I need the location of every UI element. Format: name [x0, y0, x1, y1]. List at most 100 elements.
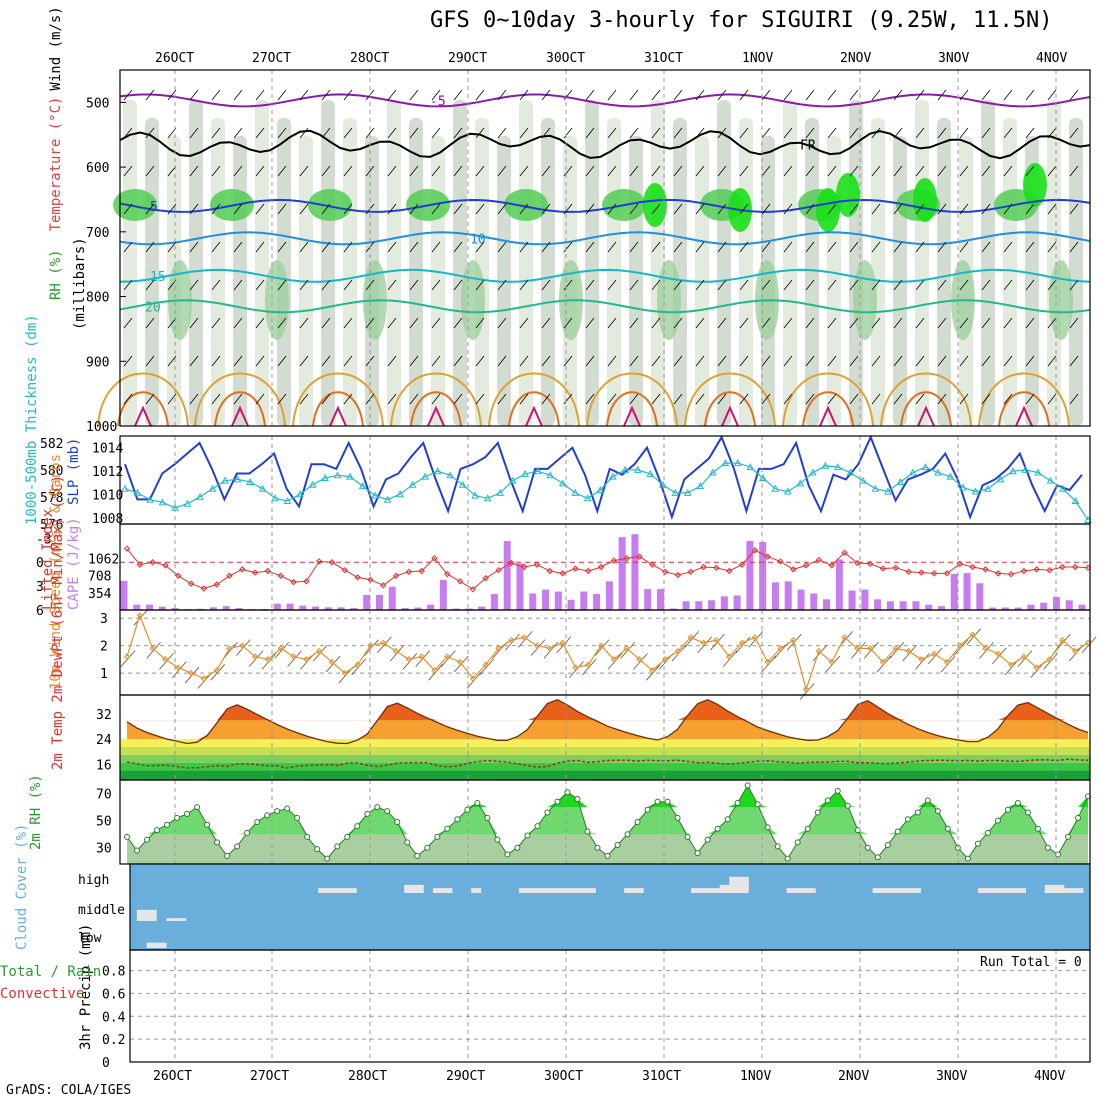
wind-point	[790, 636, 797, 644]
rh-column	[1003, 118, 1017, 426]
thickness-point	[496, 488, 505, 496]
cape-bar	[925, 604, 933, 610]
wind-barb	[915, 279, 925, 291]
wind-barb	[475, 89, 485, 101]
cape-bar	[1027, 604, 1035, 610]
thickness-point	[571, 488, 580, 496]
wind-barb	[695, 203, 705, 215]
wind-barb	[871, 355, 881, 367]
wind-tick: 3	[100, 612, 108, 627]
cloud-bar-high	[585, 888, 596, 893]
wind-barb	[893, 279, 903, 291]
wind-barb	[585, 317, 595, 329]
cape-bar	[503, 541, 511, 610]
wind-barb	[805, 317, 815, 329]
wind-barb	[145, 89, 155, 101]
wind-barb	[739, 279, 749, 291]
wind-barb	[299, 127, 309, 139]
wind-barb	[629, 127, 639, 139]
cape-bar	[682, 601, 690, 610]
rh-fill-high	[127, 785, 1088, 808]
wind-barb	[893, 89, 903, 101]
wind-barb	[739, 241, 749, 253]
wind-point	[866, 645, 874, 652]
wind-barb	[739, 393, 749, 405]
rh-point	[904, 816, 911, 823]
wind-barb	[893, 241, 903, 253]
wind-barb	[167, 393, 177, 405]
thickness-point	[896, 477, 905, 486]
wind-barb	[189, 241, 199, 253]
isotherm-25	[782, 372, 874, 427]
wind-barb	[277, 355, 287, 367]
wind-barb	[673, 393, 683, 405]
dewpoint-series	[126, 758, 1089, 769]
cloud-bar-high	[1044, 884, 1055, 893]
slp-tick: 1010	[92, 489, 123, 504]
wind-barb	[1025, 393, 1035, 405]
rh-column	[255, 100, 269, 426]
rh-point	[534, 823, 541, 830]
rh-point	[884, 842, 891, 849]
wind-barb	[739, 165, 749, 177]
wind-barb	[189, 89, 199, 101]
cloud-bar-high	[1063, 888, 1074, 893]
wind-barb	[981, 241, 991, 253]
cape-bar	[427, 604, 435, 610]
cloud-bar-high	[796, 888, 807, 893]
wind-barb	[1025, 89, 1035, 101]
wind-barb	[959, 393, 969, 405]
wind-barb	[189, 317, 199, 329]
cape-bar	[669, 608, 677, 610]
wind-barb	[475, 127, 485, 139]
thickness-point	[208, 484, 217, 492]
wind-point	[969, 631, 976, 638]
cloud-bar-high	[910, 888, 921, 893]
wind-barb	[387, 393, 397, 405]
wind-barb	[475, 393, 485, 405]
precip-tick: 0.6	[102, 987, 125, 1002]
wind-barb	[387, 279, 397, 291]
cloud-bar-high	[528, 888, 539, 893]
wind-barb	[739, 203, 749, 215]
wind-barb	[761, 279, 771, 291]
wind-point	[123, 653, 131, 660]
bottom-date-label: 27OCT	[250, 1069, 289, 1084]
upper-ytick: 500	[86, 96, 109, 111]
rh-point	[414, 852, 421, 859]
wind-barb	[959, 317, 969, 329]
wind-point	[239, 642, 246, 649]
wind-barb	[607, 317, 617, 329]
thickness-point	[1059, 484, 1067, 492]
rh-point	[694, 850, 701, 857]
cape-bar	[720, 596, 728, 610]
rh-point	[164, 821, 171, 828]
wind-barb	[365, 317, 375, 329]
precip-total-label: Total / Rain	[0, 964, 101, 980]
li-series	[126, 548, 1089, 590]
wind-barb	[211, 279, 221, 291]
wind-barb	[453, 127, 463, 139]
cape-bar	[593, 593, 601, 610]
isotherm-30	[802, 391, 854, 427]
wind-barb	[893, 127, 903, 139]
upper-ytick: 800	[86, 291, 109, 306]
wind-barb	[871, 279, 881, 291]
cape-bar	[771, 582, 779, 610]
cape-bar	[886, 601, 894, 610]
wind-barb	[211, 165, 221, 177]
wind-barb	[541, 279, 551, 291]
cape-bar	[989, 607, 997, 610]
rh2m-label: 2m RH (%)	[28, 774, 44, 850]
wind-barb	[585, 89, 595, 101]
thickness-point	[696, 482, 705, 490]
temp-band	[120, 746, 1090, 755]
wind-barb	[541, 241, 551, 253]
rh-fill-low	[127, 785, 1088, 864]
cape-bar	[605, 581, 613, 610]
wind-barb	[409, 355, 419, 367]
wind-barb	[1047, 127, 1057, 139]
wind-barb	[937, 317, 947, 329]
wind-barb	[849, 355, 859, 367]
wind-barb	[541, 355, 551, 367]
